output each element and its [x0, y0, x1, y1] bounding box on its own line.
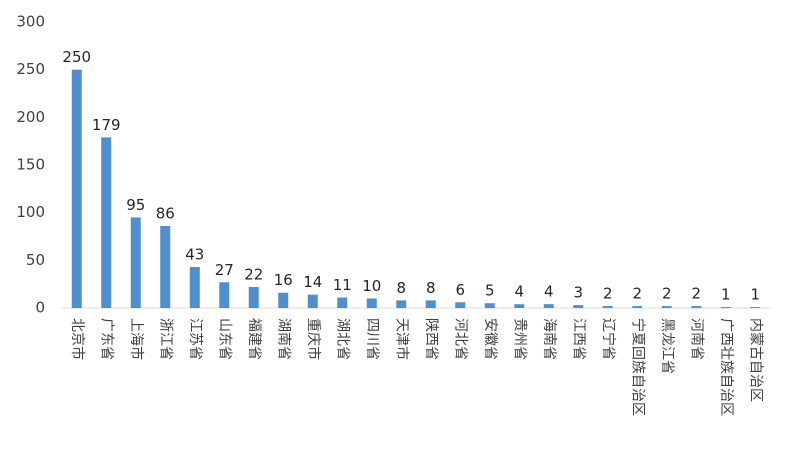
x-tick-label: 黑龙江省	[659, 318, 675, 374]
value-label: 22	[244, 266, 263, 284]
bar	[514, 304, 525, 308]
value-label: 2	[603, 285, 613, 303]
bar	[366, 298, 377, 308]
value-label: 43	[185, 246, 204, 264]
y-tick-label: 100	[16, 203, 45, 221]
bar	[396, 300, 407, 308]
bar	[484, 303, 495, 308]
x-tick-label: 上海市	[128, 318, 145, 360]
bar	[543, 304, 554, 308]
x-tick-label: 江苏省	[187, 318, 203, 360]
y-tick-label: 0	[35, 299, 45, 317]
value-label: 4	[514, 283, 524, 301]
value-label: 95	[126, 196, 145, 214]
value-label: 14	[303, 273, 322, 291]
bar	[101, 137, 112, 308]
value-label: 6	[455, 281, 465, 299]
x-tick-label: 贵州省	[511, 318, 527, 360]
value-label: 8	[426, 279, 436, 297]
x-tick-label: 河南省	[688, 318, 704, 360]
x-tick-label: 海南省	[541, 318, 557, 360]
y-tick-label: 150	[16, 156, 45, 174]
value-label: 27	[215, 261, 234, 279]
y-tick-label: 300	[16, 13, 45, 31]
y-tick-label: 50	[26, 251, 45, 269]
x-tick-label: 内蒙古自治区	[747, 318, 763, 402]
bar	[189, 267, 200, 308]
y-tick-label: 250	[16, 60, 45, 78]
bar	[307, 294, 318, 308]
x-tick-label: 辽宁省	[600, 318, 617, 360]
x-tick-label: 陕西省	[423, 318, 439, 360]
x-tick-label: 重庆市	[305, 318, 322, 360]
x-tick-label: 广西壮族自治区	[718, 318, 734, 416]
y-tick-label: 200	[16, 108, 45, 126]
bar	[425, 300, 436, 308]
value-label: 2	[632, 285, 642, 303]
value-label: 179	[92, 116, 121, 134]
value-label: 1	[721, 286, 731, 304]
x-tick-label: 宁夏回族自治区	[629, 318, 646, 416]
value-label: 2	[662, 285, 672, 303]
x-tick-label: 北京市	[69, 318, 86, 360]
bar	[602, 306, 613, 308]
bar	[248, 287, 259, 308]
x-tick-label: 天津市	[393, 318, 410, 360]
bar	[632, 306, 643, 308]
bar	[219, 282, 230, 308]
x-tick-label: 四川省	[364, 318, 380, 360]
x-tick-label: 福建省	[246, 318, 262, 360]
value-label: 4	[544, 283, 554, 301]
x-tick-label: 江西省	[570, 318, 586, 360]
bar	[337, 297, 348, 308]
bar	[130, 217, 141, 308]
value-label: 2	[691, 285, 701, 303]
x-tick-label: 湖北省	[334, 318, 350, 360]
bar	[573, 305, 584, 308]
x-tick-label: 浙江省	[157, 318, 173, 360]
bar	[455, 302, 466, 308]
x-tick-label: 山东省	[216, 318, 232, 360]
value-label: 11	[333, 276, 352, 294]
x-tick-label: 安徽省	[482, 318, 498, 360]
value-label: 8	[396, 279, 406, 297]
value-label: 86	[156, 205, 175, 223]
value-label: 3	[573, 284, 583, 302]
bar	[71, 69, 82, 309]
value-label: 1	[750, 286, 760, 304]
bar	[750, 307, 761, 308]
bar	[691, 306, 702, 308]
value-label: 16	[274, 271, 293, 289]
value-label: 250	[62, 48, 91, 66]
bar	[278, 292, 289, 308]
x-tick-label: 河北省	[452, 318, 468, 360]
value-label: 10	[362, 277, 381, 295]
x-tick-label: 广东省	[98, 318, 114, 360]
value-label: 5	[485, 282, 495, 300]
bar	[160, 226, 171, 308]
x-tick-label: 湖南省	[275, 318, 291, 360]
bar	[661, 306, 672, 308]
bar	[720, 307, 731, 308]
